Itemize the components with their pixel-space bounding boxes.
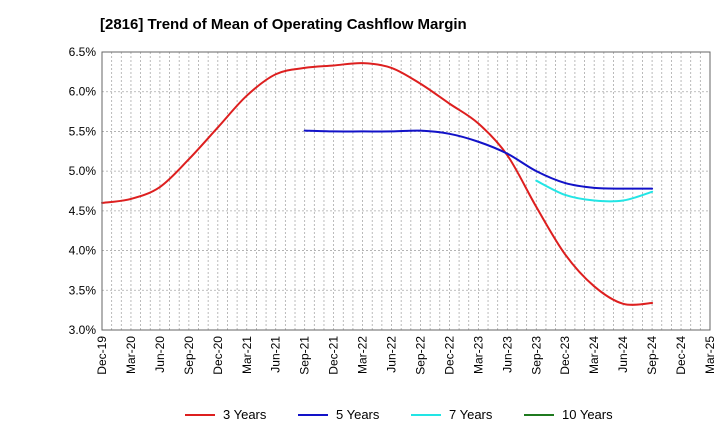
- x-tick-label: Sep-20: [182, 336, 196, 375]
- x-tick-label: Mar-23: [471, 336, 485, 374]
- x-tick-label: Dec-21: [327, 336, 341, 375]
- x-tick-label: Mar-22: [356, 336, 370, 374]
- x-tick-label: Dec-22: [442, 336, 456, 375]
- x-tick-label: Mar-21: [240, 336, 254, 374]
- x-tick-label: Sep-22: [413, 336, 427, 375]
- axis-layer: 3.0% 3.5% 4.0% 4.5% 5.0% 5.5% 6.0% 6.5% Dec-19 Ma…: [69, 45, 717, 375]
- x-tick-label: Jun-24: [616, 336, 630, 373]
- y-tick-label: 6.5%: [69, 45, 97, 59]
- plot-frame: [101, 51, 711, 331]
- x-tick-label: Dec-23: [558, 336, 572, 375]
- x-tick-label: Dec-19: [95, 336, 109, 375]
- x-tick-label: Mar-24: [587, 336, 601, 374]
- series-line-5-years: [303, 129, 654, 190]
- x-tick-label: Dec-24: [674, 336, 688, 375]
- y-tick-label: 5.0%: [69, 164, 97, 178]
- series-line-3-years: [101, 62, 654, 306]
- x-tick-label: Mar-20: [124, 336, 138, 374]
- x-tick-label: Jun-21: [269, 336, 283, 373]
- legend-label-3-years: 3 Years: [223, 407, 267, 422]
- x-tick-label: Sep-24: [645, 336, 659, 375]
- x-tick-label: Jun-23: [500, 336, 514, 373]
- y-tick-label: 6.0%: [69, 85, 97, 99]
- y-tick-label: 5.5%: [69, 124, 97, 138]
- y-tick-label: 3.5%: [69, 283, 97, 297]
- legend: 3 Years 5 Years 7 Years 10 Years: [185, 407, 613, 422]
- x-tick-label: Sep-21: [298, 336, 312, 375]
- y-tick-label: 4.0%: [69, 244, 97, 258]
- x-tick-label: Dec-20: [211, 336, 225, 375]
- plot-area: [102, 52, 710, 330]
- legend-label-10-years: 10 Years: [562, 407, 613, 422]
- chart-title: [2816] Trend of Mean of Operating Cashfl…: [100, 16, 467, 33]
- series-layer: [101, 62, 654, 306]
- y-tick-label: 3.0%: [69, 323, 97, 337]
- legend-label-5-years: 5 Years: [336, 407, 380, 422]
- x-tick-label: Sep-23: [529, 336, 543, 375]
- grid-layer: [101, 51, 711, 331]
- x-tick-label: Jun-22: [385, 336, 399, 373]
- legend-label-7-years: 7 Years: [449, 407, 493, 422]
- series-line-7-years: [535, 179, 654, 203]
- y-tick-label: 4.5%: [69, 204, 97, 218]
- x-tick-label: Mar-25: [703, 336, 717, 374]
- x-tick-label: Jun-20: [153, 336, 167, 373]
